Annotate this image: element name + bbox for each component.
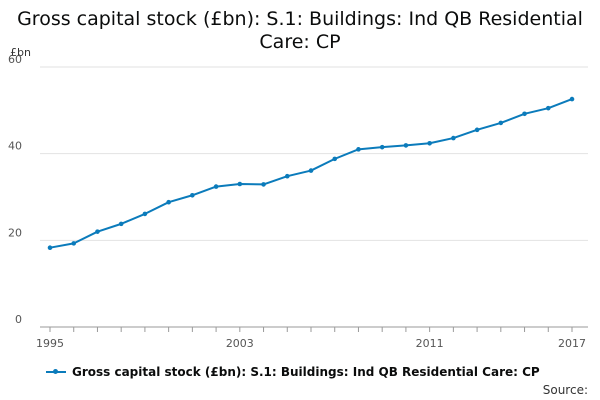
source-label: Source: (542, 383, 588, 397)
y-tick-label-2: 40 (8, 140, 22, 153)
data-point-2001 (190, 192, 195, 198)
data-point-2013 (474, 127, 480, 133)
data-point-2012 (451, 135, 456, 141)
data-point-2005 (284, 173, 290, 179)
data-point-1999 (142, 211, 148, 217)
data-point-2014 (498, 120, 504, 126)
legend: Gross capital stock (£bn): S.1: Building… (46, 365, 540, 379)
y-tick-label-1: 20 (8, 226, 22, 239)
y-tick-label-3: 60 (8, 53, 22, 66)
y-tick-label-0: 0 (15, 313, 22, 326)
data-point-2008 (356, 147, 361, 152)
data-point-2000 (166, 199, 171, 205)
data-point-1997 (95, 229, 100, 234)
data-point-2009 (379, 144, 385, 150)
data-point-2015 (522, 111, 527, 117)
data-point-1995 (47, 245, 53, 250)
data-point-2006 (308, 168, 314, 173)
x-tick-label-3: 2017 (558, 337, 586, 350)
data-point-1998 (118, 221, 124, 227)
data-point-2010 (403, 143, 409, 148)
data-point-2004 (261, 182, 266, 187)
data-point-2007 (332, 156, 338, 162)
chart-title-line-1: Gross capital stock (£bn): S.1: Building… (17, 8, 583, 30)
x-tick-label-0: 1995 (36, 337, 64, 350)
chart-title-line-2: Care: CP (259, 31, 341, 53)
data-point-2011 (427, 140, 432, 146)
data-point-2002 (213, 184, 219, 189)
data-point-2003 (237, 181, 243, 187)
y-axis-label: £bn (10, 46, 31, 59)
x-tick-label-1: 2003 (226, 337, 254, 350)
legend-label: Gross capital stock (£bn): S.1: Building… (72, 365, 540, 379)
data-point-1996 (71, 241, 77, 246)
x-tick-label-2: 2011 (416, 337, 444, 350)
data-point-2016 (545, 105, 551, 111)
chart-title: Gross capital stock (£bn): S.1: Building… (0, 8, 600, 54)
legend-swatch (46, 369, 66, 374)
data-point-2017 (569, 96, 575, 102)
series-line-0 (49, 98, 573, 249)
